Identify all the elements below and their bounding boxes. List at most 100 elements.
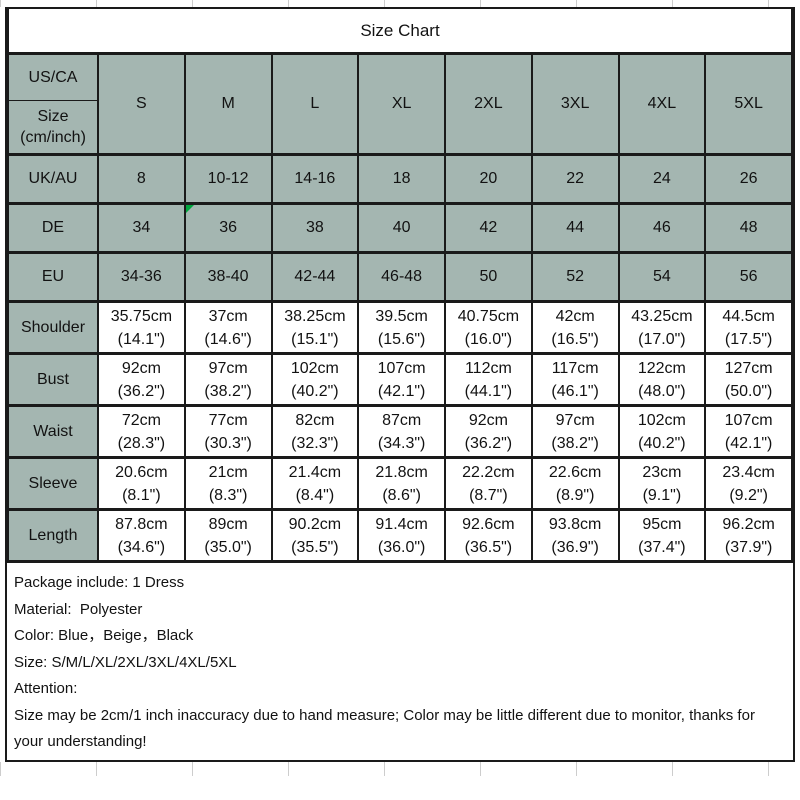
row-label: UK/AU <box>7 153 99 205</box>
measure-cm: 23cm <box>642 463 682 481</box>
size-cell: 42 <box>444 202 533 254</box>
size-cell: 46 <box>617 202 707 254</box>
measure-cm: 87cm <box>382 411 422 429</box>
measure-cell: 37cm (14.6") <box>183 300 273 355</box>
size-cell: 52 <box>530 251 620 303</box>
corner-us-ca: US/CA <box>7 52 99 101</box>
measure-cell: 21.8cm (8.6") <box>357 456 446 511</box>
row-label: Shoulder <box>7 300 99 355</box>
measure-cm: 91.4cm <box>375 515 428 533</box>
measure-cell: 96.2cm (37.9") <box>704 508 793 563</box>
measure-cm: 44.5cm <box>722 307 775 325</box>
measure-cm: 39.5cm <box>375 307 428 325</box>
measure-inch: (37.9") <box>724 538 773 556</box>
measure-cell: 38.25cm (15.1") <box>270 300 360 355</box>
corner-unit-line2: (cm/inch) <box>20 129 86 146</box>
size-cell: 40 <box>357 202 446 254</box>
row-bust: Bust 92cm (36.2") 97cm (38.2") 102cm (40.2"… <box>7 352 793 407</box>
measure-inch: (46.1") <box>551 382 599 400</box>
size-chart-frame: Size Chart US/CA S M L XL 2XL 3XL 4XL 5X… <box>5 7 795 762</box>
size-cell: 8 <box>97 153 186 205</box>
measure-inch: (32.3") <box>291 434 339 452</box>
measure-cell: 22.6cm (8.9") <box>530 456 620 511</box>
measure-cell: 44.5cm (17.5") <box>704 300 793 355</box>
measure-cell: 21cm (8.3") <box>183 456 273 511</box>
size-col-s: S <box>97 52 186 156</box>
size-col-4xl: 4XL <box>617 52 707 156</box>
measure-cm: 21.4cm <box>288 463 342 481</box>
measure-cm: 77cm <box>208 411 248 429</box>
measure-inch: (36.5") <box>464 538 513 556</box>
measure-cm: 82cm <box>295 411 335 429</box>
size-col-3xl: 3XL <box>530 52 620 156</box>
measure-cell: 23cm (9.1") <box>617 456 707 511</box>
size-col-m: M <box>183 52 273 156</box>
size-cell: 48 <box>704 202 793 254</box>
measure-cell: 91.4cm (36.0") <box>357 508 446 563</box>
measure-cm: 89cm <box>208 515 248 533</box>
header-row-region: US/CA S M L XL 2XL 3XL 4XL 5XL <box>7 52 793 156</box>
size-cell: 22 <box>530 153 620 205</box>
header-row-unit: Size (cm/inch) <box>7 100 792 156</box>
measure-inch: (38.2") <box>204 382 252 400</box>
row-label: Length <box>7 508 99 563</box>
measure-cell: 39.5cm (15.6") <box>357 300 446 355</box>
note-attention: Attention: <box>14 680 78 697</box>
measure-cm: 107cm <box>724 411 773 429</box>
measure-cell: 112cm (44.1") <box>444 352 533 407</box>
note-material: Material: Polyester <box>14 600 143 618</box>
measure-cm: 93.8cm <box>548 515 602 533</box>
measure-inch: (9.1") <box>642 486 682 504</box>
size-cell: 50 <box>444 251 533 303</box>
measure-cell: 102cm (40.2") <box>617 404 707 459</box>
measure-inch: (36.9") <box>551 538 599 556</box>
measure-cell: 72cm (28.3") <box>97 404 186 459</box>
row-shoulder: Shoulder 35.75cm (14.1") 37cm (14.6") 38.2… <box>7 300 793 355</box>
measure-inch: (17.0") <box>638 330 686 348</box>
note-size: Size: S/M/L/XL/2XL/3XL/4XL/5XL <box>14 653 237 671</box>
measure-cell: 87cm (34.3") <box>357 404 446 459</box>
row-label: Waist <box>7 404 99 459</box>
measure-inch: (8.9") <box>555 486 595 504</box>
measure-cell: 93.8cm (36.9") <box>530 508 620 563</box>
row-uk-au: UK/AU 8 10-12 14-16 18 20 22 24 26 <box>7 153 793 205</box>
size-cell: 36 <box>183 202 273 254</box>
measure-cm: 42cm <box>555 307 595 325</box>
measure-cell: 89cm (35.0") <box>183 508 273 563</box>
measure-cm: 23.4cm <box>722 463 775 481</box>
measure-cm: 102cm <box>290 359 339 377</box>
measure-inch: (9.2") <box>729 486 768 504</box>
measure-cm: 92cm <box>468 411 508 429</box>
measure-inch: (36.0") <box>377 538 426 556</box>
measure-cm: 38.25cm <box>284 307 346 325</box>
row-length: Length 87.8cm (34.6") 89cm (35.0") 90.2cm (… <box>7 508 793 563</box>
measure-cm: 37cm <box>208 307 248 325</box>
measure-cell: 21.4cm (8.4") <box>270 456 360 511</box>
measure-cm: 127cm <box>724 359 773 377</box>
measure-inch: (15.1") <box>291 330 339 348</box>
size-cell: 46-48 <box>357 251 446 303</box>
sheet-gridlines-bottom <box>0 761 800 776</box>
measure-cell: 40.75cm (16.0") <box>444 300 533 355</box>
measure-inch: (14.1") <box>117 330 166 348</box>
measure-cm: 90.2cm <box>288 515 342 533</box>
measure-cell: 92.6cm (36.5") <box>444 508 533 563</box>
note-color: Color: Blue，Beige，Black <box>14 627 194 644</box>
measure-cell: 107cm (42.1") <box>357 352 446 407</box>
measure-inch: (36.2") <box>117 382 166 400</box>
measure-inch: (40.2") <box>291 382 339 400</box>
measure-cell: 127cm (50.0") <box>704 352 793 407</box>
measure-inch: (40.2") <box>638 434 686 452</box>
size-cell: 56 <box>704 251 793 303</box>
measure-cm: 40.75cm <box>457 307 520 325</box>
measure-inch: (14.6") <box>204 330 252 348</box>
measure-inch: (38.2") <box>551 434 599 452</box>
measure-cm: 21.8cm <box>375 463 428 481</box>
size-cell: 34 <box>97 202 186 254</box>
measure-cell: 97cm (38.2") <box>530 404 620 459</box>
measure-cell: 107cm (42.1") <box>704 404 793 459</box>
row-label: DE <box>7 202 99 254</box>
measure-cell: 117cm (46.1") <box>530 352 620 407</box>
measure-cell: 92cm (36.2") <box>444 404 533 459</box>
measure-inch: (34.3") <box>377 434 426 452</box>
